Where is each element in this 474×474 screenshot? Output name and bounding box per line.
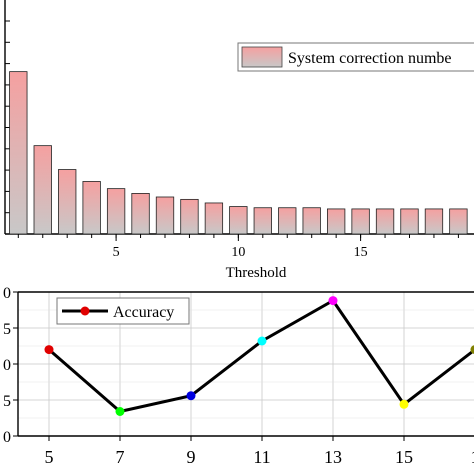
bar-19 xyxy=(449,208,468,235)
line-x-tick-label: 1 xyxy=(471,447,474,467)
bar-x-tick-label: 5 xyxy=(113,245,120,260)
bar-legend: System correction numbe xyxy=(237,42,474,72)
bar-10 xyxy=(229,206,248,235)
bar-chart-xlabel: Threshold xyxy=(226,265,287,281)
bar-x-tick-label: 10 xyxy=(231,245,245,260)
bar-14 xyxy=(326,208,346,235)
line-y-tick-label: 5 xyxy=(3,321,11,338)
bar-3 xyxy=(58,169,77,235)
bar-8 xyxy=(180,198,199,235)
bar-16 xyxy=(375,208,395,235)
line-y-tick-label: 0 xyxy=(3,357,11,374)
bar-2 xyxy=(33,145,52,235)
bar-4 xyxy=(82,181,101,235)
line-legend-label: Accuracy xyxy=(113,304,174,321)
bar-9 xyxy=(204,202,224,235)
bar-chart: 5 10 15 Threshold System correction numbe xyxy=(4,0,474,281)
accuracy-point-7 xyxy=(115,407,125,416)
accuracy-point-5 xyxy=(44,345,54,355)
accuracy-point-11 xyxy=(257,336,267,346)
bar-legend-label: System correction numbe xyxy=(288,50,452,67)
line-legend: Accuracy xyxy=(56,297,190,325)
bar-legend-swatch xyxy=(241,46,283,68)
line-y-tick-label: 0 xyxy=(3,429,11,446)
bar-15 xyxy=(351,208,370,235)
bar-13 xyxy=(302,207,321,235)
bar-6 xyxy=(131,193,150,235)
line-legend-marker xyxy=(80,306,90,316)
line-y-tick-label: 0 xyxy=(3,285,11,302)
line-x-tick-label: 11 xyxy=(253,447,270,467)
accuracy-point-13 xyxy=(328,296,338,306)
line-x-tick-label: 15 xyxy=(395,447,413,467)
accuracy-point-9 xyxy=(186,391,196,401)
line-x-tick-label: 13 xyxy=(324,447,342,467)
bar-1 xyxy=(9,71,28,235)
line-chart: 0 5 0 5 0 5 7 9 11 13 15 1 Accuracy xyxy=(3,285,474,467)
line-x-tick-label: 5 xyxy=(45,447,54,467)
bar-18 xyxy=(424,208,444,235)
accuracy-point-15 xyxy=(399,399,409,409)
line-x-tick-label: 7 xyxy=(116,447,125,467)
bar-5 xyxy=(106,188,126,235)
bar-7 xyxy=(155,196,175,235)
bar-11 xyxy=(253,207,272,235)
line-x-tick-label: 9 xyxy=(187,447,196,467)
accuracy-point-17 xyxy=(470,345,474,354)
bar-x-tick-label: 15 xyxy=(354,245,368,260)
bar-12 xyxy=(278,207,297,235)
line-y-tick-label: 5 xyxy=(3,393,11,410)
bar-17 xyxy=(400,208,419,235)
